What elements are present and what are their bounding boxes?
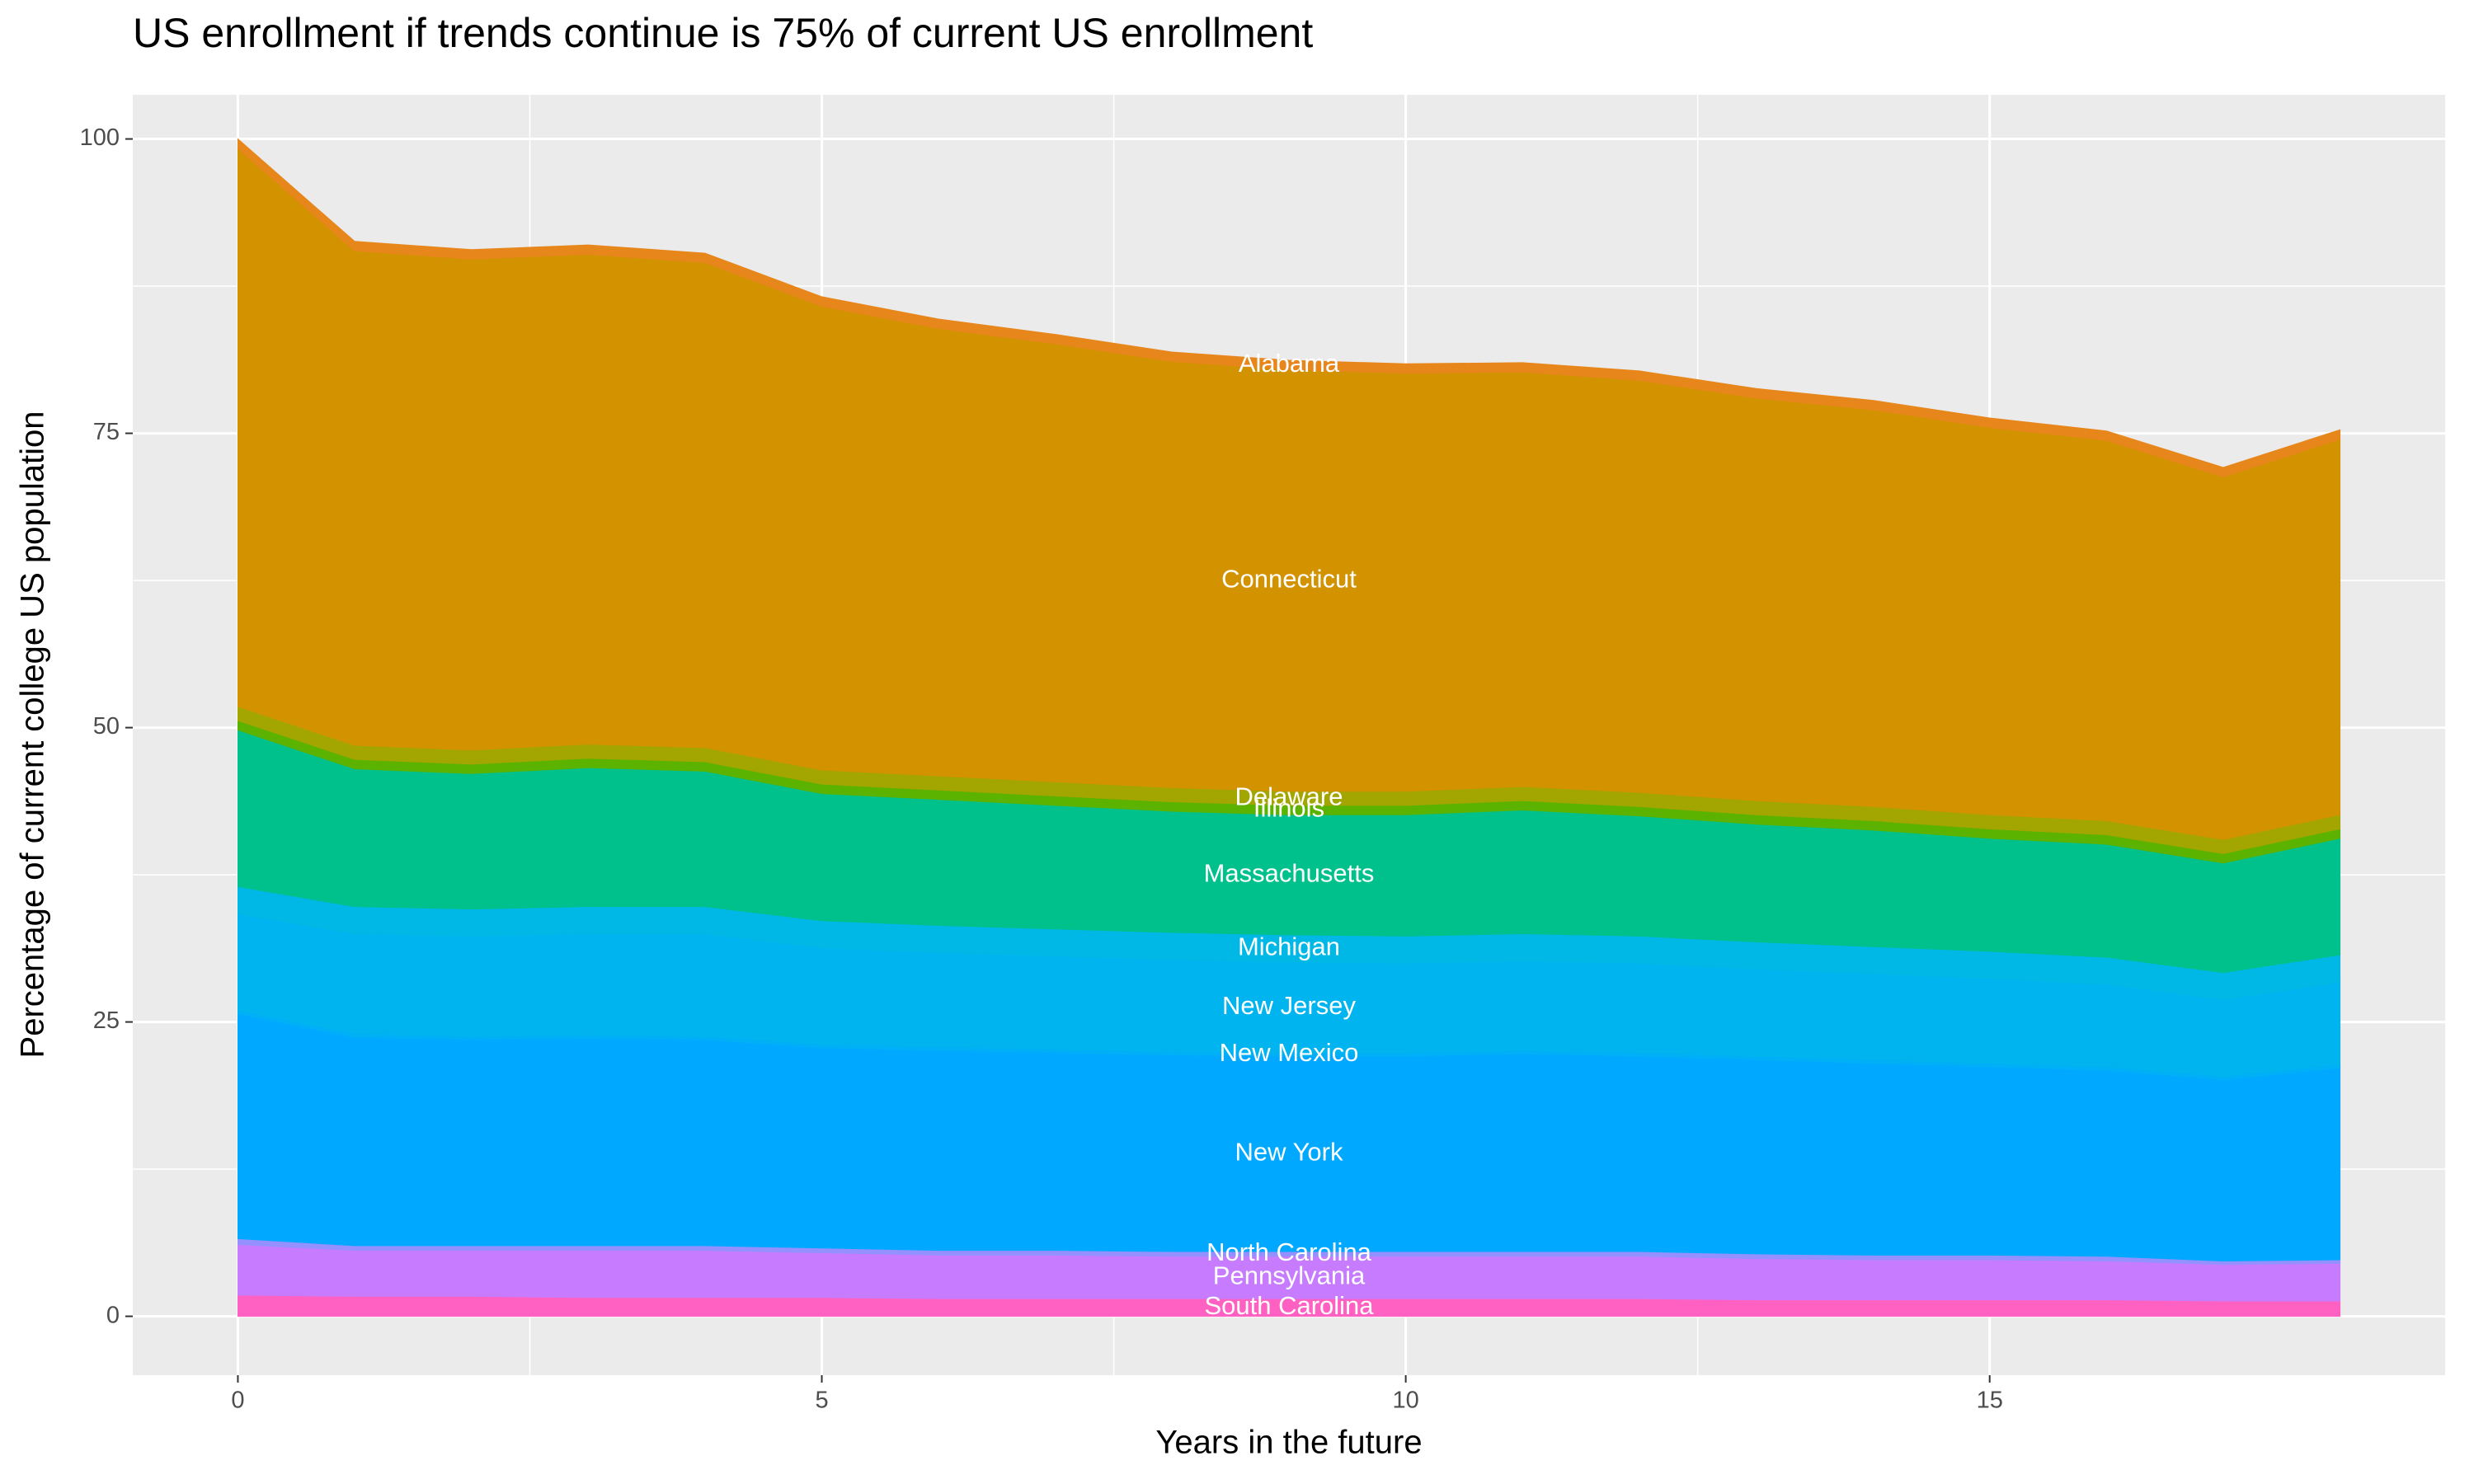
areas bbox=[237, 138, 2341, 1317]
series-label: New Mexico bbox=[1220, 1038, 1359, 1067]
x-tick-label: 0 bbox=[231, 1388, 244, 1414]
x-tick-label: 15 bbox=[1977, 1388, 2003, 1414]
chart-title: US enrollment if trends continue is 75% … bbox=[133, 10, 1313, 56]
y-axis-title: Percentage of current college US populat… bbox=[15, 411, 51, 1059]
series-label: Illinois bbox=[1253, 794, 1324, 823]
series-label: Massachusetts bbox=[1204, 858, 1375, 887]
series-label: Michigan bbox=[1238, 932, 1340, 961]
y-tick-label: 25 bbox=[93, 1007, 120, 1034]
y-tick-label: 100 bbox=[80, 124, 120, 151]
series-label: New York bbox=[1235, 1138, 1343, 1167]
series-label: South Carolina bbox=[1204, 1291, 1374, 1320]
y-tick-label: 0 bbox=[106, 1302, 120, 1328]
series-label: North Carolina bbox=[1206, 1237, 1372, 1266]
series-label: New Jersey bbox=[1222, 991, 1356, 1020]
series-label: Connecticut bbox=[1221, 564, 1357, 593]
y-tick-label: 50 bbox=[93, 713, 120, 740]
y-tick-label: 75 bbox=[93, 419, 120, 445]
axes: 0 25 50 75 100 0 5 10 15 bbox=[80, 124, 2003, 1413]
area bbox=[237, 138, 2341, 477]
series-label: Pennsylvania bbox=[1213, 1261, 1366, 1290]
x-tick-label: 5 bbox=[815, 1388, 828, 1414]
series-label: Alabama bbox=[1239, 349, 1340, 378]
x-tick-label: 10 bbox=[1392, 1388, 1418, 1414]
series-label: Delaware bbox=[1235, 782, 1343, 810]
x-axis-title: Years in the future bbox=[1155, 1425, 1422, 1461]
